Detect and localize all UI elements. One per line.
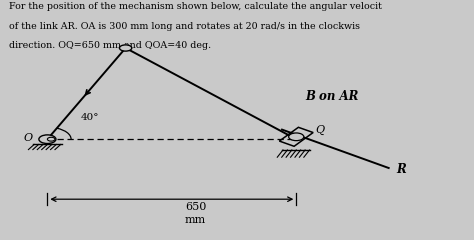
Text: O: O — [24, 133, 33, 143]
Text: direction. OQ=650 mm and QOA=40 deg.: direction. OQ=650 mm and QOA=40 deg. — [9, 41, 211, 50]
Text: 40°: 40° — [81, 113, 99, 122]
Circle shape — [119, 45, 132, 51]
Text: mm: mm — [185, 215, 206, 225]
Text: Q: Q — [315, 125, 324, 135]
Text: R: R — [396, 163, 406, 176]
Text: B on AR: B on AR — [306, 90, 359, 103]
Circle shape — [47, 137, 55, 141]
Text: For the position of the mechanism shown below, calculate the angular velocit: For the position of the mechanism shown … — [9, 2, 383, 11]
Text: of the link AR. OA is 300 mm long and rotates at 20 rad/s in the clockwis: of the link AR. OA is 300 mm long and ro… — [9, 22, 361, 30]
Circle shape — [39, 135, 56, 144]
Text: 650: 650 — [185, 202, 206, 212]
Circle shape — [289, 133, 304, 141]
